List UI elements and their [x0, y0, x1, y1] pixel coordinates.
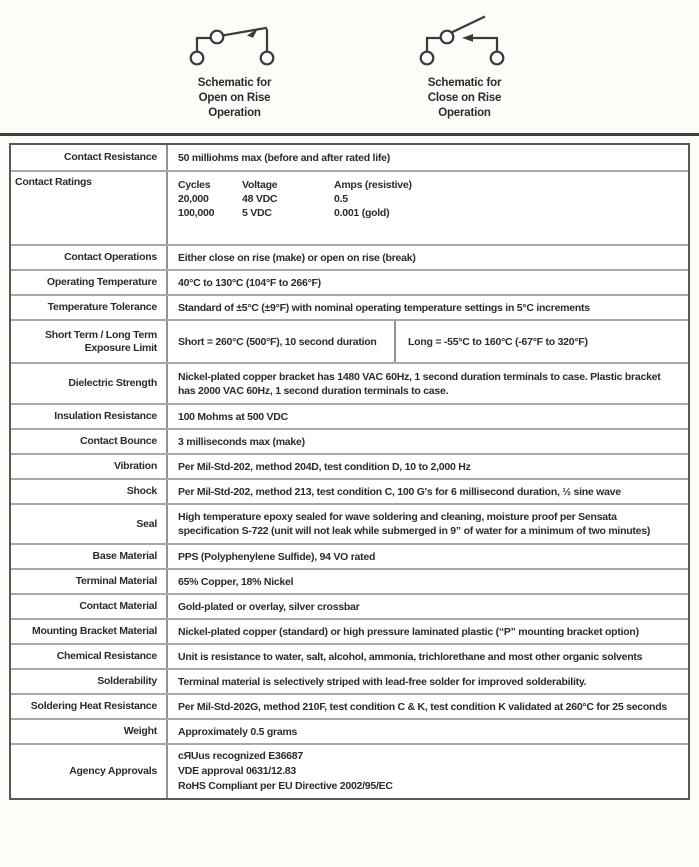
spec-label: Contact Bounce — [11, 430, 168, 453]
spec-value: 3 milliseconds max (make) — [178, 435, 305, 448]
table-row-contact-material: Contact Material Gold-plated or overlay,… — [11, 593, 688, 618]
spec-value: Per Mil-Std-202, method 204D, test condi… — [178, 460, 471, 473]
caption-line: Operation — [208, 107, 261, 119]
spec-value: PPS (Polyphenylene Sulfide), 94 VO rated — [178, 550, 376, 563]
spec-value: Nickel-plated copper (standard) or high … — [178, 625, 639, 638]
table-row-agency-approvals: Agency Approvals cЯUus recognized E36687… — [11, 743, 688, 798]
table-row-mounting-bracket-material: Mounting Bracket Material Nickel-plated … — [11, 618, 688, 643]
spec-value: High temperature epoxy sealed for wave s… — [178, 511, 651, 537]
short-term-limit: Short = 260°C (500°F), 10 second duratio… — [168, 321, 396, 362]
caption-line: Schematic for — [197, 77, 272, 89]
subtable-header: Voltage — [242, 179, 278, 191]
subtable-cell: 48 VDC — [242, 193, 278, 205]
caption-line: Operation — [438, 107, 491, 119]
close-on-rise-switch-icon — [419, 15, 504, 66]
spec-label: Contact Ratings — [11, 172, 168, 244]
table-row-solderability: Solderability Terminal material is selec… — [11, 668, 688, 693]
specifications-table: Contact Resistance 50 milliohms max (bef… — [9, 143, 690, 800]
long-term-limit: Long = -55°C to 160°C (-67°F to 320°F) — [408, 335, 588, 348]
spec-value: Either close on rise (make) or open on r… — [178, 251, 416, 264]
agency-approval-line: VDE approval 0631/12.83 — [178, 765, 296, 777]
spec-label: Terminal Material — [11, 570, 168, 593]
spec-label: Temperature Tolerance — [11, 296, 168, 319]
spec-label: Base Material — [11, 545, 168, 568]
subtable-cell: 0.5 — [334, 193, 348, 205]
caption-line: Open on Rise — [198, 92, 271, 104]
table-row-terminal-material: Terminal Material 65% Copper, 18% Nickel — [11, 568, 688, 593]
spec-label: Soldering Heat Resistance — [11, 695, 168, 718]
spec-value: 50 milliohms max (before and after rated… — [178, 151, 390, 164]
table-row-weight: Weight Approximately 0.5 grams — [11, 718, 688, 743]
spec-value: Cycles Voltage Amps (resistive) 20,000 4… — [168, 172, 688, 244]
spec-label: Chemical Resistance — [11, 645, 168, 668]
contact-ratings-subtable: Cycles Voltage Amps (resistive) 20,000 4… — [178, 176, 678, 220]
spec-label: Agency Approvals — [11, 745, 168, 798]
spec-value: Terminal material is selectively striped… — [178, 675, 587, 688]
table-row-exposure-limit: Short Term / Long Term Exposure Limit Sh… — [11, 319, 688, 362]
spec-value: Per Mil-Std-202G, method 210F, test cond… — [178, 700, 667, 713]
subtable-header-row: Cycles Voltage Amps (resistive) — [178, 178, 678, 192]
spec-value: Approximately 0.5 grams — [178, 725, 298, 738]
subtable-cell: 0.001 (gold) — [334, 207, 390, 219]
spec-value: Short = 260°C (500°F), 10 second duratio… — [168, 321, 688, 362]
spec-label: Contact Operations — [11, 246, 168, 269]
spec-label: Contact Material — [11, 595, 168, 618]
subtable-header: Cycles — [178, 179, 211, 191]
subtable-cell: 5 VDC — [242, 207, 272, 219]
spec-label: Short Term / Long Term Exposure Limit — [11, 321, 168, 362]
schematic-caption: Schematic for Close on Rise Operation — [381, 76, 549, 121]
spec-value: Nickel-plated copper bracket has 1480 VA… — [178, 370, 661, 397]
spec-label: Insulation Resistance — [11, 405, 168, 428]
table-row-dielectric-strength: Dielectric Strength Nickel-plated copper… — [11, 362, 688, 403]
table-row-contact-ratings: Contact Ratings Cycles Voltage Amps (res… — [11, 170, 688, 244]
caption-line: Close on Rise — [427, 92, 502, 104]
spec-value: 40°C to 130°C (104°F to 266°F) — [178, 276, 321, 289]
spec-value: Per Mil-Std-202, method 213, test condit… — [178, 485, 621, 498]
table-row-chemical-resistance: Chemical Resistance Unit is resistance t… — [11, 643, 688, 668]
spec-label: Weight — [11, 720, 168, 743]
spec-label: Seal — [11, 505, 168, 543]
table-row-vibration: Vibration Per Mil-Std-202, method 204D, … — [11, 453, 688, 478]
spec-value: 100 Mohms at 500 VDC — [178, 410, 288, 423]
table-row-base-material: Base Material PPS (Polyphenylene Sulfide… — [11, 543, 688, 568]
schematics-section: Schematic for Open on Rise Operation Sch… — [0, 0, 699, 121]
agency-approval-line: cЯUus recognized E36687 — [178, 750, 303, 762]
spec-value: Gold-plated or overlay, silver crossbar — [178, 600, 360, 613]
subtable-header: Amps (resistive) — [334, 179, 412, 191]
schematic-caption: Schematic for Open on Rise Operation — [151, 76, 319, 121]
caption-line: Schematic for — [427, 77, 502, 89]
subtable-data-row: 100,000 5 VDC 0.001 (gold) — [178, 206, 678, 220]
table-row-contact-resistance: Contact Resistance 50 milliohms max (bef… — [11, 145, 688, 170]
subtable-cell: 100,000 — [178, 207, 215, 219]
spec-value: 65% Copper, 18% Nickel — [178, 575, 294, 588]
table-row-seal: Seal High temperature epoxy sealed for w… — [11, 503, 688, 543]
spec-label: Vibration — [11, 455, 168, 478]
spec-value: cЯUus recognized E36687 VDE approval 063… — [168, 745, 688, 798]
spec-value: Unit is resistance to water, salt, alcoh… — [178, 650, 643, 663]
spec-label: Operating Temperature — [11, 271, 168, 294]
table-row-temperature-tolerance: Temperature Tolerance Standard of ±5°C (… — [11, 294, 688, 319]
spec-label: Dielectric Strength — [11, 364, 168, 403]
spec-label: Mounting Bracket Material — [11, 620, 168, 643]
table-row-soldering-heat-resistance: Soldering Heat Resistance Per Mil-Std-20… — [11, 693, 688, 718]
table-row-contact-operations: Contact Operations Either close on rise … — [11, 244, 688, 269]
section-divider-rule — [0, 133, 699, 136]
spec-label: Shock — [11, 480, 168, 503]
schematic-open-on-rise: Schematic for Open on Rise Operation — [151, 14, 319, 121]
schematic-close-on-rise: Schematic for Close on Rise Operation — [381, 14, 549, 121]
subtable-data-row: 20,000 48 VDC 0.5 — [178, 192, 678, 206]
table-row-shock: Shock Per Mil-Std-202, method 213, test … — [11, 478, 688, 503]
subtable-cell: 20,000 — [178, 193, 209, 205]
table-row-operating-temperature: Operating Temperature 40°C to 130°C (104… — [11, 269, 688, 294]
agency-approval-line: RoHS Compliant per EU Directive 2002/95/… — [178, 780, 393, 792]
open-on-rise-switch-icon — [189, 26, 274, 66]
spec-value: Standard of ±5°C (±9°F) with nominal ope… — [178, 301, 590, 314]
table-row-contact-bounce: Contact Bounce 3 milliseconds max (make) — [11, 428, 688, 453]
spec-label: Contact Resistance — [11, 145, 168, 170]
table-row-insulation-resistance: Insulation Resistance 100 Mohms at 500 V… — [11, 403, 688, 428]
spec-label: Solderability — [11, 670, 168, 693]
